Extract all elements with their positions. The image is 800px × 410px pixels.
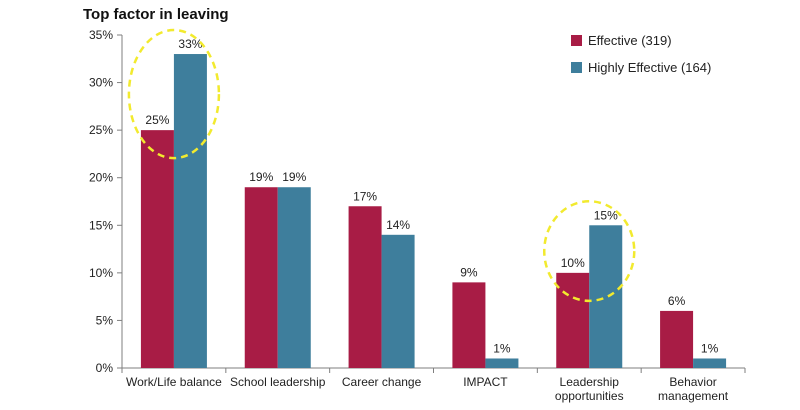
bar-data-label: 17% [353, 189, 377, 203]
bar-data-label: 19% [282, 170, 306, 184]
bar [452, 282, 486, 368]
x-category-label: management [658, 389, 729, 403]
bar-data-label: 15% [594, 208, 618, 222]
chart-title: Top factor in leaving [83, 6, 229, 23]
bar [277, 187, 311, 368]
bar [660, 310, 694, 368]
x-category-label: Career change [342, 375, 422, 389]
y-tick-label: 0% [96, 361, 114, 375]
bar [589, 225, 623, 368]
y-tick-label: 15% [89, 218, 113, 232]
legend-swatch [571, 62, 582, 73]
bar-data-label: 10% [561, 256, 585, 270]
bar-data-label: 1% [493, 341, 511, 355]
bar [556, 272, 590, 368]
y-tick-label: 25% [89, 123, 113, 137]
chart-data-labels: 25% 19% 17% 9% 10% 6% 33% 19% 14% 1% 15% 1% [145, 37, 718, 355]
bar [381, 234, 415, 368]
bar-data-label: 14% [386, 218, 410, 232]
bar-data-label: 25% [145, 113, 169, 127]
x-category-label: Work/Life balance [126, 375, 222, 389]
y-tick-label: 10% [89, 266, 113, 280]
chart-bars [140, 54, 727, 369]
bar [140, 130, 174, 368]
x-category-label: Leadership [560, 375, 620, 389]
bar [173, 54, 207, 369]
highlight-ellipse [543, 200, 636, 303]
x-category-label: Behavior [669, 375, 716, 389]
bar [485, 358, 519, 368]
chart-legend: Effective (319) Highly Effective (164) [571, 33, 711, 75]
legend-swatch [571, 35, 582, 46]
bar [244, 187, 278, 368]
bar-data-label: 6% [668, 294, 686, 308]
x-category-label: opportunities [555, 389, 624, 403]
bar [348, 206, 382, 368]
legend-label: Effective (319) [588, 33, 672, 48]
y-tick-label: 30% [89, 76, 113, 90]
chart-axes: 0% 5% 10% 15% 20% 25% 30% 35% Work/Life balance S… [89, 28, 746, 403]
x-category-label: IMPACT [463, 375, 508, 389]
bar [693, 358, 727, 368]
bar-data-label: 9% [460, 265, 478, 279]
bar-data-label: 19% [249, 170, 273, 184]
bar-data-label: 1% [701, 341, 719, 355]
y-tick-label: 5% [96, 313, 114, 327]
x-category-label: School leadership [230, 375, 326, 389]
legend-label: Highly Effective (164) [588, 60, 711, 75]
y-tick-label: 35% [89, 28, 113, 42]
bar-data-label: 33% [178, 37, 202, 51]
highlight-ellipse [127, 28, 221, 160]
y-tick-label: 20% [89, 171, 113, 185]
chart-highlights [127, 28, 636, 303]
